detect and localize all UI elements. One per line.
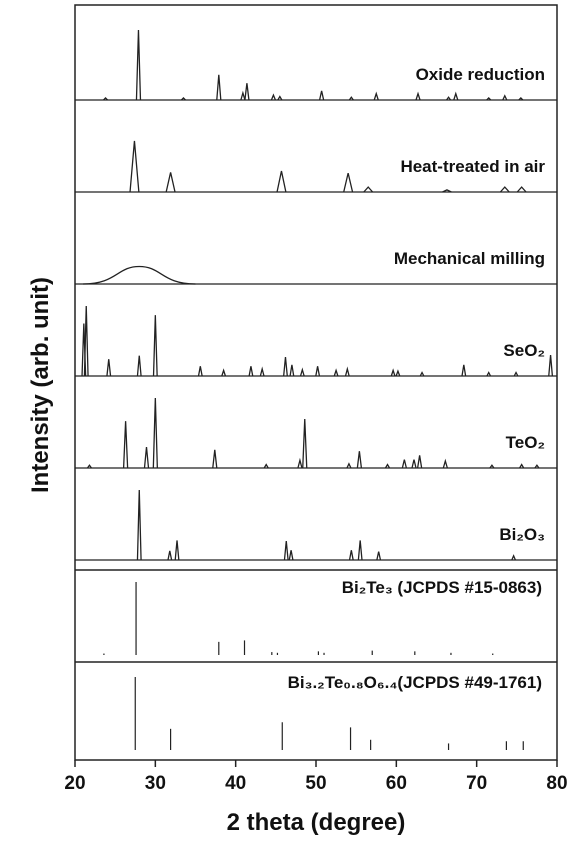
peak [356, 451, 363, 469]
peak [216, 74, 222, 101]
peak [419, 371, 425, 377]
x-tick-label: 50 [305, 773, 326, 794]
peak [165, 172, 176, 193]
peak [103, 96, 109, 101]
peak [384, 463, 391, 469]
peak [548, 354, 554, 377]
reference-label: Bi₂Te₃ (JCPDS #15-0863) [342, 578, 542, 597]
peak [302, 418, 308, 469]
x-tick-label: 80 [546, 773, 567, 794]
peak [446, 96, 452, 101]
peak [499, 186, 510, 193]
peak [270, 93, 277, 101]
peak [333, 368, 339, 377]
reference-label: Bi₃.₂Te₀.₈O₆.₄(JCPDS #49-1761) [288, 673, 542, 692]
peak [363, 186, 374, 193]
peak [283, 357, 288, 377]
peak [197, 366, 203, 377]
peak [152, 315, 158, 377]
peak [442, 189, 452, 193]
peak [129, 140, 140, 193]
peak [348, 550, 354, 561]
peak [486, 96, 492, 101]
peak [346, 462, 352, 469]
x-axis-label: 2 theta (degree) [227, 809, 406, 836]
peak [411, 459, 417, 469]
peak [416, 455, 423, 469]
x-tick-label: 70 [466, 773, 487, 794]
peak [283, 541, 289, 561]
peak [344, 366, 350, 377]
peak [122, 421, 129, 469]
series-label: SeO₂ [503, 341, 545, 360]
peak [401, 459, 408, 469]
peak [180, 96, 186, 101]
peak [248, 366, 254, 377]
peak [534, 464, 540, 469]
series-label: Heat-treated in air [400, 157, 545, 176]
series-label: Oxide reduction [416, 65, 545, 84]
series-label: Mechanical milling [394, 249, 545, 268]
peak [516, 186, 527, 193]
peak [263, 463, 269, 469]
peak [259, 366, 265, 377]
x-tick-label: 20 [64, 773, 85, 794]
peak [519, 463, 525, 469]
peak [167, 550, 173, 561]
peak [299, 367, 305, 377]
peak [106, 359, 112, 377]
peak [376, 551, 382, 561]
peak [289, 364, 295, 377]
peak [453, 91, 459, 101]
x-tick-label: 60 [386, 773, 407, 794]
peak [86, 464, 92, 469]
peak [518, 96, 524, 101]
peak [212, 449, 218, 469]
peak [277, 95, 283, 101]
peak [143, 446, 150, 469]
peak [511, 554, 517, 561]
peak [221, 368, 227, 377]
peak [288, 550, 294, 561]
y-axis-label: Intensity (arb. unit) [27, 277, 54, 493]
series-label: Bi₂O₃ [499, 525, 545, 544]
peak [83, 305, 89, 377]
peak [489, 464, 495, 469]
peak [373, 91, 379, 101]
peak [390, 368, 396, 377]
peak [343, 172, 354, 193]
peak [174, 540, 180, 561]
plot-frame [74, 4, 558, 761]
peak [502, 94, 508, 101]
peak [136, 355, 142, 377]
peak [415, 91, 421, 101]
peak [395, 369, 401, 377]
peak [276, 170, 287, 193]
peak [348, 96, 354, 101]
peak [442, 458, 448, 469]
peak [83, 265, 196, 285]
peak [136, 489, 142, 561]
peak [240, 90, 246, 101]
peak [315, 366, 321, 377]
peak [318, 90, 325, 101]
peak [244, 83, 250, 101]
peak [357, 540, 363, 561]
peak [152, 397, 158, 469]
peak [461, 364, 467, 377]
x-tick-label: 30 [145, 773, 166, 794]
peak [513, 371, 519, 377]
peak [135, 29, 142, 101]
series-label: TeO₂ [506, 433, 545, 452]
peak [486, 371, 492, 377]
x-tick-label: 40 [225, 773, 246, 794]
peak [297, 457, 303, 469]
